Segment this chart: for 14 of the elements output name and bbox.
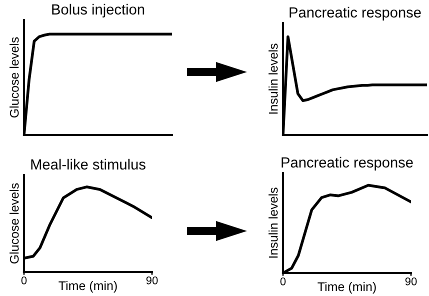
x-tick-label: 90 [146, 276, 158, 284]
y-axis-title: Glucose levels [10, 37, 19, 118]
x-axis-title: Time (min) [58, 280, 117, 293]
x-tick-label: 0 [21, 276, 27, 284]
y-axis-title: Insulin levels [268, 188, 278, 258]
chart-title: Pancreatic response [290, 6, 421, 20]
x-tick-label: 0 [280, 277, 286, 286]
y-axis-title: Glucose levels [10, 183, 19, 264]
chart-title: Bolus injection [52, 4, 144, 18]
chart-title: Meal-like stimulus [31, 158, 146, 170]
x-axis-title: Time (min) [318, 282, 376, 294]
x-tick-label: 90 [405, 277, 417, 286]
chart-title: Pancreatic response [282, 156, 413, 170]
y-axis-title: Insulin levels [268, 44, 278, 114]
